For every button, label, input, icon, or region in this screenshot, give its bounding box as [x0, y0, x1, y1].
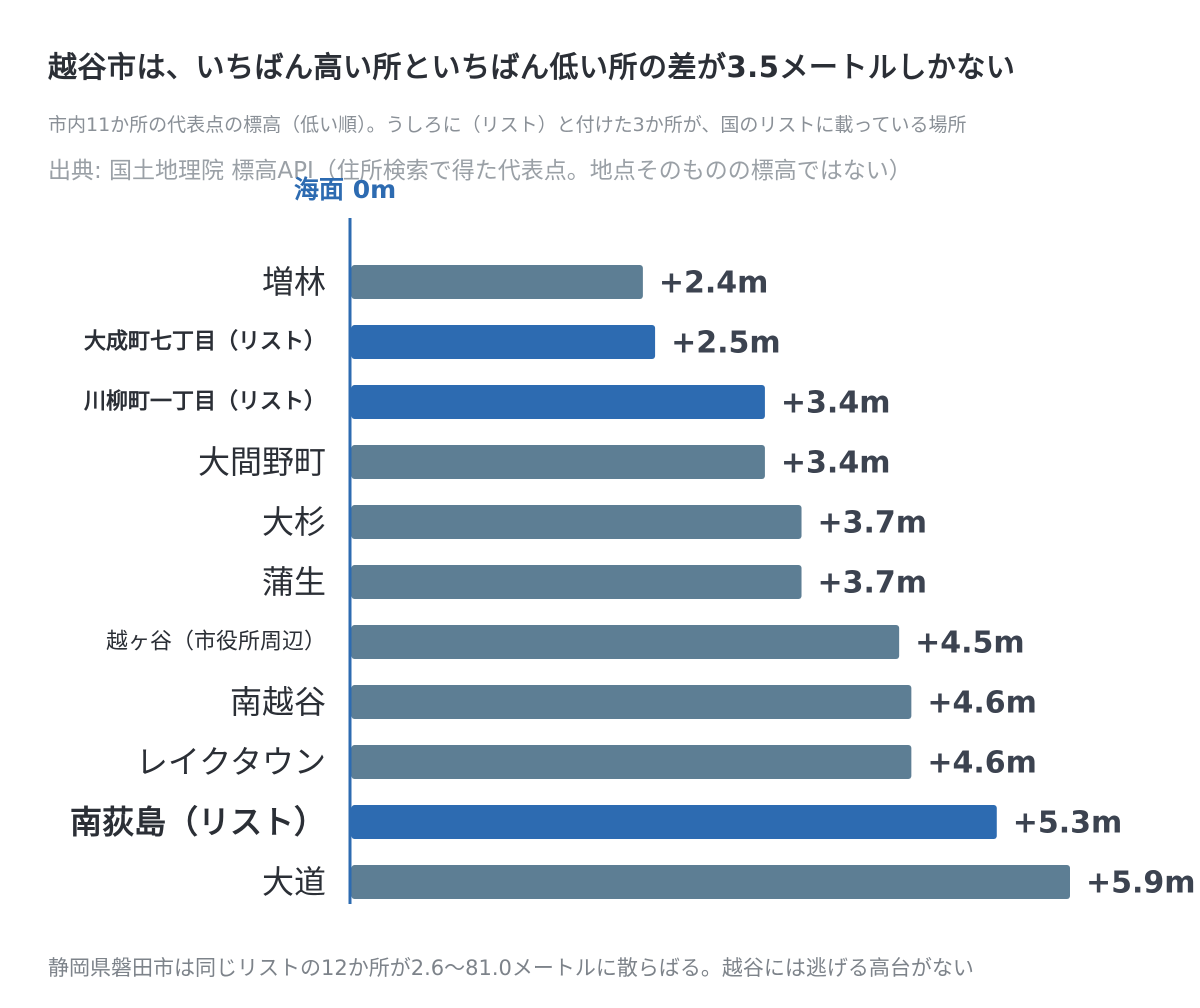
bar — [351, 625, 900, 659]
value-label: +4.5m — [915, 626, 1025, 661]
bar — [351, 745, 912, 779]
value-label: +3.7m — [818, 506, 928, 541]
bar — [351, 325, 656, 359]
value-label: +5.3m — [1013, 806, 1123, 841]
value-label: +3.4m — [781, 446, 891, 481]
value-label: +2.4m — [659, 266, 769, 301]
value-label: +3.4m — [781, 386, 891, 421]
bar — [351, 685, 912, 719]
value-label: +4.6m — [927, 746, 1037, 781]
category-label: 南越谷 — [230, 683, 326, 721]
value-label: +5.9m — [1086, 866, 1196, 901]
value-label: +2.5m — [671, 326, 781, 361]
category-label: 蒲生 — [262, 563, 326, 601]
source-note: 出典: 国土地理院 標高API（住所検索で得た代表点。地点そのものの標高ではない… — [48, 158, 912, 184]
category-label: 川柳町一丁目（リスト） — [83, 389, 326, 415]
category-label: 大杉 — [262, 503, 326, 541]
bar — [351, 805, 997, 839]
category-label: 南荻島（リスト） — [70, 803, 326, 841]
bar — [351, 865, 1070, 899]
value-label: +4.6m — [927, 686, 1037, 721]
category-label: 大間野町 — [198, 443, 326, 481]
bar — [351, 385, 765, 419]
footer-note: 静岡県磐田市は同じリストの12か所が2.6〜81.0メートルに散らばる。越谷には… — [48, 956, 974, 980]
bar — [351, 445, 765, 479]
bar — [351, 505, 802, 539]
chart-subtitle: 市内11か所の代表点の標高（低い順）。うしろに（リスト）と付けた3か所が、国のリ… — [48, 114, 967, 136]
chart-title: 越谷市は、いちばん高い所といちばん低い所の差が3.5メートルしかない — [48, 50, 1016, 84]
category-label: 大道 — [262, 863, 326, 901]
category-label: 大成町七丁目（リスト） — [84, 330, 326, 355]
bar — [351, 265, 643, 299]
value-label: +3.7m — [818, 566, 928, 601]
baseline-label: 海面 0m — [294, 175, 396, 204]
category-label: 越ヶ谷（市役所周辺） — [106, 630, 326, 655]
bar — [351, 565, 802, 599]
category-label: 増林 — [262, 263, 326, 301]
category-label: レイクタウン — [136, 743, 326, 781]
